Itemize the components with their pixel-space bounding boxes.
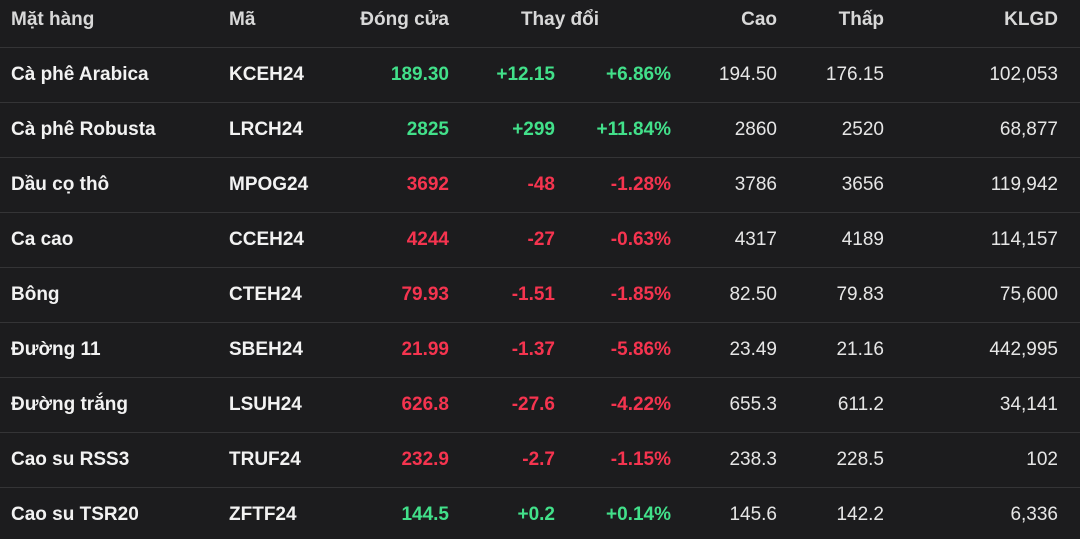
name: Cà phê Arabica: [11, 64, 149, 85]
row-separator: [0, 487, 1080, 488]
high: 145.6: [729, 504, 777, 525]
volume: 114,157: [990, 229, 1058, 250]
change-pct: +6.86%: [606, 64, 671, 85]
low: 21.16: [836, 339, 884, 360]
header-cell: Đóng cửa: [360, 9, 449, 30]
low: 176.15: [825, 64, 884, 85]
close: 232.9: [401, 449, 449, 470]
low: 611.2: [837, 394, 884, 415]
high: 2860: [734, 119, 777, 140]
row-separator: [0, 47, 1080, 48]
close: 189.30: [390, 64, 449, 85]
volume: 75,600: [999, 284, 1058, 305]
volume: 6,336: [1010, 504, 1058, 525]
header-cell: Thay đổi: [520, 9, 600, 30]
header-cell: Mặt hàng: [11, 9, 95, 30]
low: 2520: [841, 119, 884, 140]
header-cell: KLGD: [1004, 9, 1058, 30]
name: Cà phê Robusta: [11, 119, 156, 140]
high: 655.3: [729, 394, 777, 415]
change: +12.15: [496, 64, 555, 85]
high: 238.3: [729, 449, 777, 470]
change: +0.2: [517, 504, 555, 525]
change-pct: -1.28%: [610, 174, 671, 195]
close: 79.93: [401, 284, 449, 305]
low: 228.5: [836, 449, 884, 470]
row-separator: [0, 212, 1080, 213]
change: -2.7: [522, 449, 555, 470]
close: 3692: [406, 174, 449, 195]
code: ZFTF24: [229, 504, 297, 525]
low: 4189: [841, 229, 884, 250]
close: 144.5: [401, 504, 449, 525]
change: -1.37: [511, 339, 555, 360]
row-separator: [0, 102, 1080, 103]
change-pct: +11.84%: [596, 119, 672, 140]
close: 2825: [406, 119, 449, 140]
name: Cao su TSR20: [11, 504, 139, 525]
low: 142.2: [836, 504, 884, 525]
change: -48: [527, 174, 555, 195]
close: 4244: [406, 229, 449, 250]
volume: 34,141: [999, 394, 1058, 415]
row-separator: [0, 267, 1080, 268]
low: 3656: [841, 174, 884, 195]
code: SBEH24: [229, 339, 303, 360]
change-pct: -5.86%: [610, 339, 671, 360]
change: +299: [512, 119, 555, 140]
change-pct: -4.22%: [610, 394, 671, 415]
code: LSUH24: [229, 394, 302, 415]
change-pct: -1.15%: [610, 449, 671, 470]
change-pct: +0.14%: [606, 504, 671, 525]
change-pct: -0.63%: [610, 229, 671, 250]
change-pct: -1.85%: [610, 284, 671, 305]
name: Dầu cọ thô: [11, 174, 110, 195]
code: KCEH24: [229, 64, 304, 85]
header-cell: Cao: [741, 9, 777, 30]
high: 23.49: [729, 339, 777, 360]
code: LRCH24: [229, 119, 303, 140]
header-cell: Thấp: [838, 9, 884, 30]
row-separator: [0, 157, 1080, 158]
code: MPOG24: [229, 174, 309, 195]
close: 21.99: [401, 339, 449, 360]
row-separator: [0, 322, 1080, 323]
change: -1.51: [511, 284, 555, 305]
high: 194.50: [718, 64, 777, 85]
close: 626.8: [401, 394, 449, 415]
code: TRUF24: [229, 449, 301, 470]
change: -27: [527, 229, 555, 250]
high: 82.50: [729, 284, 777, 305]
volume: 102,053: [989, 64, 1058, 85]
name: Đường trắng: [11, 394, 128, 415]
header-cell: Mã: [229, 9, 256, 30]
code: CCEH24: [229, 229, 304, 250]
row-separator: [0, 377, 1080, 378]
name: Đường 11: [11, 339, 101, 360]
name: Bông: [11, 284, 60, 305]
name: Ca cao: [11, 229, 74, 250]
code: CTEH24: [229, 284, 302, 305]
change: -27.6: [511, 394, 555, 415]
name: Cao su RSS3: [11, 449, 130, 470]
high: 3786: [734, 174, 777, 195]
row-separator: [0, 432, 1080, 433]
low: 79.83: [836, 284, 884, 305]
volume: 442,995: [989, 339, 1058, 360]
volume: 68,877: [999, 119, 1058, 140]
volume: 119,942: [990, 174, 1058, 195]
volume: 102: [1026, 449, 1058, 470]
high: 4317: [734, 229, 777, 250]
